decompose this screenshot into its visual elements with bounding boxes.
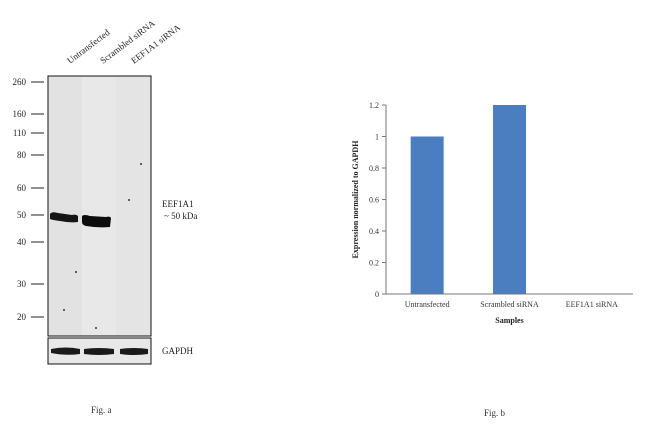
x-tick-label: Untransfected [405, 300, 450, 309]
mw-label: 80 [17, 150, 27, 160]
mw-label: 160 [13, 109, 27, 119]
band-eef1a1-untransfected [50, 212, 78, 223]
y-tick-label: 0.2 [369, 259, 379, 268]
band-eef1a1-scrambled [82, 215, 111, 228]
western-blot-figure: Untransfected Scrambled siRNA EEF1A1 siRNA… [13, 18, 197, 365]
y-axis-label: Expression normalized to GAPDH [351, 140, 360, 259]
bar [410, 136, 444, 294]
figure-a-caption: Fig. a [91, 405, 112, 415]
band-gapdh-eef1a1-sirna [120, 348, 148, 355]
x-axis-label: Samples [495, 316, 523, 325]
mw-marker-scale: 260 160 110 80 60 50 40 30 20 [13, 77, 44, 322]
blot-speck [128, 199, 130, 201]
y-tick-label: 0 [375, 290, 379, 299]
y-tick-label: 0.6 [369, 196, 379, 205]
lane-2-shade [82, 77, 116, 335]
mw-label: 260 [13, 77, 27, 87]
lane-1-shade [49, 77, 82, 335]
x-tick-label: Scrambled siRNA [480, 300, 539, 309]
mw-label: 60 [17, 183, 27, 193]
bar [493, 105, 526, 294]
mw-label: 30 [17, 279, 27, 289]
x-tick-label: EEF1A1 siRNA [566, 300, 618, 309]
mw-label: 110 [13, 128, 27, 138]
figure-b-caption: Fig. b [484, 408, 506, 418]
y-tick-label: 0.8 [369, 164, 379, 173]
band-label-size: ~ 50 kDa [164, 211, 197, 221]
lane-3-shade [116, 77, 150, 335]
lane-label: Scrambled siRNA [98, 18, 157, 66]
band-gapdh-untransfected [51, 347, 80, 355]
blot-speck [140, 163, 142, 165]
y-tick-label: 1.2 [369, 101, 379, 110]
mw-label: 40 [17, 237, 27, 247]
blot-speck [63, 309, 65, 311]
y-axis-ticks: 0 0.2 0.4 0.6 0.8 1 1.2 [369, 101, 386, 299]
band-gapdh-scrambled [84, 348, 114, 355]
bars [410, 105, 526, 294]
gapdh-label: GAPDH [162, 346, 194, 356]
bar-chart-svg: 0 0.2 0.4 0.6 0.8 1 1.2 Untransfected Scrambled… [351, 101, 633, 325]
mw-label: 50 [17, 210, 27, 220]
blot-speck [75, 271, 77, 273]
mw-label: 20 [17, 312, 27, 322]
bar-chart-figure: 0 0.2 0.4 0.6 0.8 1 1.2 Untransfected Scrambled… [330, 0, 650, 429]
blot-speck [95, 327, 97, 329]
y-tick-label: 0.4 [369, 227, 379, 236]
band-label-name: EEF1A1 [162, 199, 194, 209]
y-tick-label: 1 [375, 133, 379, 142]
x-axis-ticks: Untransfected Scrambled siRNA EEF1A1 siRNA [405, 300, 618, 309]
